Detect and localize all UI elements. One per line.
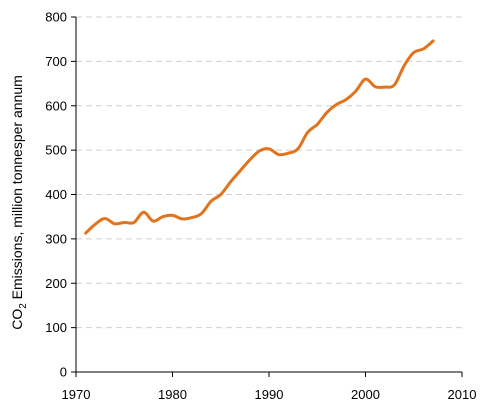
x-tick-label-2000: 2000	[351, 387, 380, 402]
y-tick-label-0: 0	[60, 365, 67, 380]
y-tick-label-500: 500	[45, 143, 67, 158]
emissions-series-line	[84, 39, 435, 235]
x-tick-label-1970: 1970	[62, 387, 91, 402]
x-tick-label-1990: 1990	[255, 387, 284, 402]
y-tick-label-100: 100	[45, 320, 67, 335]
y-tick-label-400: 400	[45, 187, 67, 202]
y-tick-label-600: 600	[45, 98, 67, 113]
y-tick-label-200: 200	[45, 276, 67, 291]
x-tick-label-2010: 2010	[448, 387, 477, 402]
y-tick-label-700: 700	[45, 54, 67, 69]
y-tick-label-300: 300	[45, 231, 67, 246]
y-axis-title: CO2 Emissions, million tonnesper annum	[9, 75, 29, 330]
x-tick-label-1980: 1980	[158, 387, 187, 402]
y-tick-label-800: 800	[45, 10, 67, 25]
y-axis-ticks: 0 100 200 300 400 500 600 700 800	[45, 10, 76, 380]
x-axis-ticks: 1970 1980 1990 2000 2010	[62, 372, 477, 402]
